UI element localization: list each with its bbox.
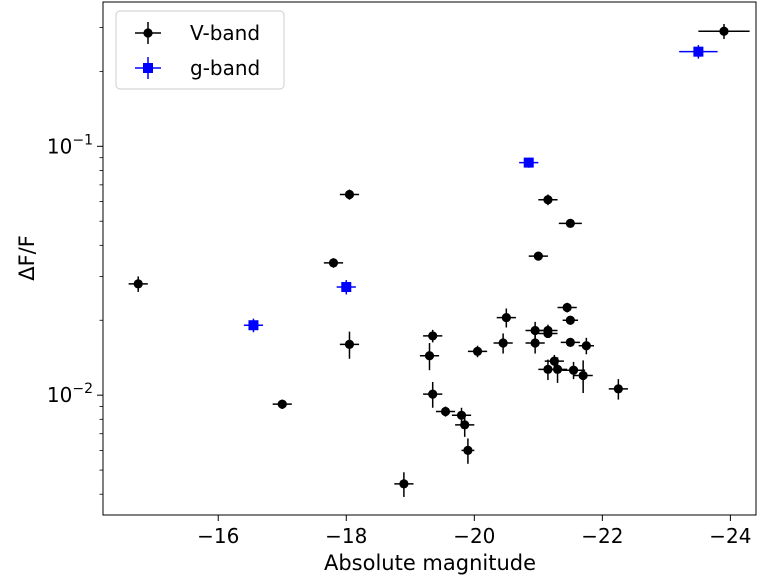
data-point [428, 331, 438, 341]
series-v-band [128, 24, 750, 497]
legend-label: V-band [190, 21, 260, 45]
data-point [463, 445, 473, 455]
x-tick-label: −24 [709, 524, 751, 548]
data-point [613, 384, 623, 394]
data-point [568, 365, 579, 375]
data-point [543, 195, 553, 205]
data-point [565, 337, 575, 347]
x-tick-label: −22 [581, 524, 623, 548]
data-point [428, 389, 438, 399]
series-g-band [243, 45, 718, 333]
data-point [719, 26, 729, 36]
data-point [341, 282, 352, 293]
data-marks [128, 24, 750, 497]
data-point [533, 251, 543, 261]
y-tick-label: 10−2 [47, 381, 93, 407]
legend-box [115, 10, 285, 90]
x-axis: −16 −18 −20 −22 −24 [197, 515, 752, 548]
data-point [530, 325, 540, 336]
data-point [440, 406, 451, 417]
legend-label: g-band [190, 56, 260, 80]
data-point [424, 351, 435, 361]
x-tick-label: −18 [325, 524, 367, 548]
data-point [460, 420, 470, 430]
data-point [456, 410, 467, 420]
x-tick-label: −16 [197, 524, 239, 548]
data-point [328, 258, 339, 268]
data-point [549, 356, 559, 366]
data-point [693, 46, 704, 57]
data-point [133, 279, 143, 289]
data-point [501, 312, 511, 323]
data-point [344, 339, 355, 349]
legend-marker [143, 63, 153, 73]
data-point [578, 370, 588, 381]
data-point [472, 346, 483, 356]
y-tick-label: 10−1 [47, 132, 93, 158]
data-point [498, 338, 508, 348]
data-point [248, 320, 259, 331]
data-point [523, 157, 534, 168]
x-tick-label: −20 [453, 524, 495, 548]
x-axis-label: Absolute magnitude [324, 551, 536, 575]
data-point [565, 218, 575, 228]
data-point [344, 189, 355, 200]
data-point [543, 328, 553, 339]
data-point [277, 399, 287, 409]
data-point [552, 364, 563, 374]
data-point [565, 315, 575, 325]
data-point [562, 302, 572, 313]
data-point [399, 479, 409, 489]
legend-marker [143, 28, 153, 38]
legend: V-band g-band [115, 10, 285, 90]
y-axis: 10−2 10−1 [47, 27, 103, 495]
y-axis-label: ΔF/F [15, 235, 39, 281]
data-point [581, 341, 591, 351]
data-point [530, 338, 540, 348]
